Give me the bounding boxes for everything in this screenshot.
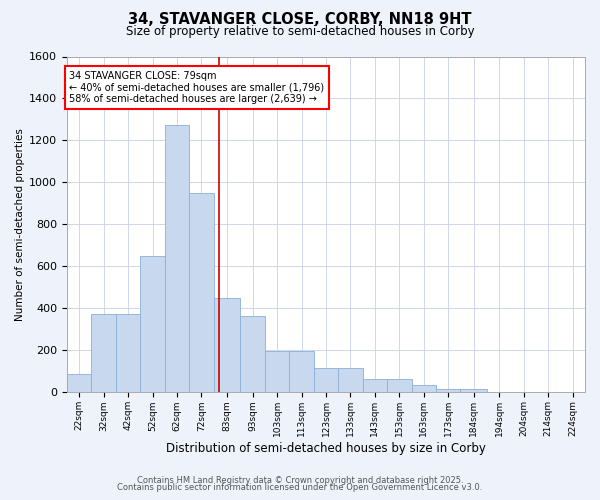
Y-axis label: Number of semi-detached properties: Number of semi-detached properties — [15, 128, 25, 321]
Bar — [412, 385, 436, 392]
Text: Contains public sector information licensed under the Open Government Licence v3: Contains public sector information licen… — [118, 484, 482, 492]
Bar — [165, 124, 189, 392]
Bar — [289, 352, 314, 393]
Bar — [67, 374, 91, 392]
Bar — [460, 390, 487, 392]
Text: Contains HM Land Registry data © Crown copyright and database right 2025.: Contains HM Land Registry data © Crown c… — [137, 476, 463, 485]
Bar — [189, 193, 214, 392]
Bar — [214, 298, 241, 392]
Bar — [436, 390, 460, 392]
Bar — [91, 314, 116, 392]
Bar — [140, 256, 165, 392]
Text: 34, STAVANGER CLOSE, CORBY, NN18 9HT: 34, STAVANGER CLOSE, CORBY, NN18 9HT — [128, 12, 472, 28]
Text: 34 STAVANGER CLOSE: 79sqm
← 40% of semi-detached houses are smaller (1,796)
58% : 34 STAVANGER CLOSE: 79sqm ← 40% of semi-… — [70, 71, 325, 104]
X-axis label: Distribution of semi-detached houses by size in Corby: Distribution of semi-detached houses by … — [166, 442, 486, 455]
Bar — [362, 379, 387, 392]
Bar — [387, 379, 412, 392]
Bar — [314, 368, 338, 392]
Bar — [241, 316, 265, 392]
Text: Size of property relative to semi-detached houses in Corby: Size of property relative to semi-detach… — [125, 25, 475, 38]
Bar — [116, 314, 140, 392]
Bar — [338, 368, 362, 392]
Bar — [265, 352, 289, 393]
